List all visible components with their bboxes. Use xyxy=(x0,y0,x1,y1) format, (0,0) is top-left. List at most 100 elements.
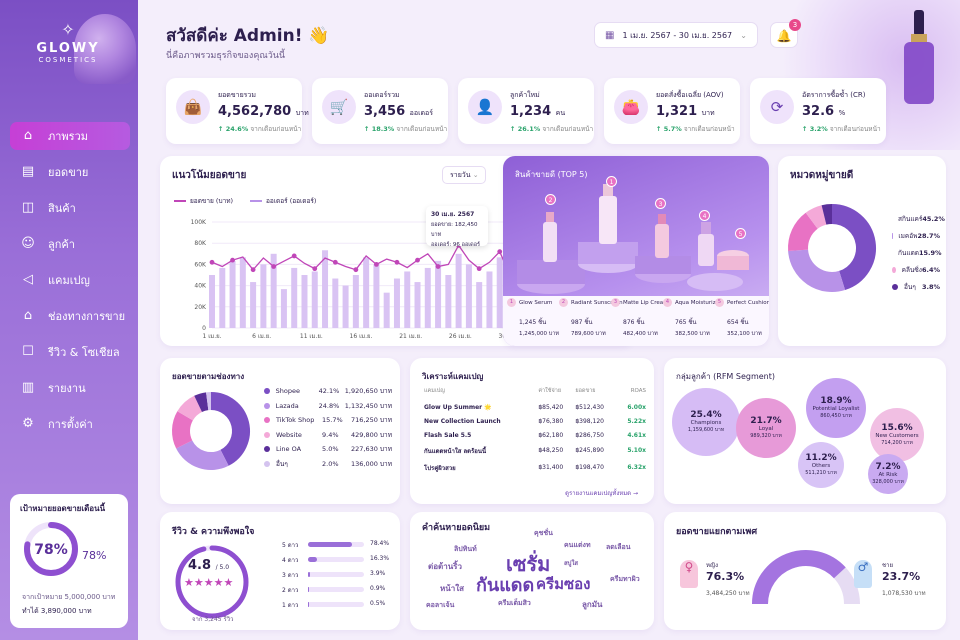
keyword[interactable]: คุชชั่น xyxy=(534,529,553,537)
kpi-value-number: 32.6 xyxy=(802,104,835,119)
rfm-bubble[interactable]: 21.7% Loyal 989,320 บาท xyxy=(736,398,796,458)
rating-row-pct: 0.9% xyxy=(370,585,386,592)
rfm-value: 989,320 บาท xyxy=(750,433,782,439)
gender-sales-card: ยอดขายแยกตามเพศ ♀ หญิง 76.3% 3,484,250 บ… xyxy=(664,512,946,630)
keyword[interactable]: ครีมซอง xyxy=(536,575,591,593)
rfm-pct: 18.9% xyxy=(820,396,852,406)
period-select[interactable]: รายวัน ⌄ xyxy=(442,166,486,184)
rfm-bubble[interactable]: 18.9% Potential Loyalist 860,450 บาท xyxy=(806,378,866,438)
sidebar-item-6[interactable]: ☐ รีวิว & โซเชียล xyxy=(10,338,130,366)
rfm-bubble[interactable]: 11.2% Others 511,210 บาท xyxy=(798,442,844,488)
rating-bar-track xyxy=(308,602,364,607)
kpi-label: ยอดขายรวม xyxy=(218,91,256,99)
keyword[interactable]: ต่อต้านริ้ว xyxy=(428,562,462,571)
kpi-change-value: 26.1% xyxy=(517,125,541,133)
keyword[interactable]: ลูกมัน xyxy=(582,600,603,609)
male-value: 1,078,530 บาท xyxy=(882,590,926,597)
rating-row-pct: 3.9% xyxy=(370,570,386,577)
home-icon: ⌂ xyxy=(23,128,33,143)
table-cell: Flash Sale 5.5 xyxy=(424,431,472,439)
sales-point xyxy=(435,264,441,269)
logo[interactable]: ✧ GLOWY COSMETICS xyxy=(18,20,118,64)
kpi-card-2: 👤 ลูกค้าใหม่ 1,234 คน ↑ 26.1% จากเดือนก่อนห… xyxy=(458,78,594,144)
product-item[interactable]: 3 Matte Lip Cream 876 ชิ้น 482,400 บาท xyxy=(611,298,669,344)
rating-row-label: 5 ดาว xyxy=(282,542,299,549)
campaign-report-link[interactable]: ดูรายงานแคมเปญทั้งหมด → xyxy=(565,490,638,497)
legend-dot xyxy=(264,402,270,409)
rfm-bubble[interactable]: 25.4% Champions 1,159,600 บาท xyxy=(672,388,740,456)
sidebar-item-label: ลูกค้า xyxy=(48,238,75,251)
keyword[interactable]: คนแต่งท xyxy=(564,541,591,549)
keyword[interactable]: ลดเลือน xyxy=(606,543,631,551)
date-range-text: 1 เม.ย. 2567 - 30 เม.ย. 2567 xyxy=(622,30,733,40)
product-sales: 382,500 บาท xyxy=(675,331,710,337)
cart-icon: 🛒 xyxy=(322,90,356,124)
sidebar-item-1[interactable]: ▤ ยอดขาย xyxy=(10,158,130,186)
keyword[interactable]: ลิปทินท์ xyxy=(454,545,477,553)
y-tick-label: 80K xyxy=(194,240,207,247)
table-row[interactable]: กันแดดหน้าใส ลดร้อนนี้ ฿48,250 ฿245,890 5.1… xyxy=(424,442,646,459)
sales-point xyxy=(374,262,379,267)
product-item[interactable]: 5 Perfect Cushion 654 ชิ้น 352,100 บาท xyxy=(715,298,769,344)
table-row[interactable]: New Collection Launch ฿76,380 ฿398,120 5.22… xyxy=(424,414,646,428)
sidebar-item-4[interactable]: ◁ แคมเปญ xyxy=(10,266,130,294)
donut-slice xyxy=(805,205,827,230)
greeting-title: สวัสดีค่ะ Admin! 👋 xyxy=(166,26,330,46)
up-arrow-icon: ↑ xyxy=(802,125,810,133)
keyword[interactable]: ครีมเต็มสิว xyxy=(498,599,531,607)
column-header: ยอดขาย xyxy=(575,388,596,394)
notification-button[interactable]: 🔔 3 xyxy=(770,19,801,48)
product-item[interactable]: 2 Radiant Sunscreen 987 ชิ้น 789,600 บาท xyxy=(559,298,623,344)
keyword[interactable]: เซรั่ม xyxy=(506,552,551,576)
keyword[interactable]: คอลาเจ้น xyxy=(426,601,455,609)
keywords-card: คำค้นหายอดนิยม เซรั่ม กันแดด ครีมซอง ลิปทิน… xyxy=(410,512,654,630)
orders-bar xyxy=(393,278,400,328)
rfm-value: 714,200 บาท xyxy=(881,440,913,446)
orders-bar xyxy=(373,264,380,328)
product-header: 1 Glow Serum xyxy=(507,298,559,307)
product-qty: 987 ชิ้น xyxy=(571,319,593,326)
sidebar-item-5[interactable]: ⌂ ช่องทางการขาย xyxy=(10,302,130,330)
table-row[interactable]: โปรคู่ผิวสวย ฿31,400 ฿198,470 6.32x xyxy=(424,459,646,476)
product-item[interactable]: 1 Glow Serum 1,245 ชิ้น 1,245,000 บาท xyxy=(507,298,559,344)
kpi-unit: บาท xyxy=(295,109,309,117)
sidebar-item-8[interactable]: ⚙ การตั้งค่า xyxy=(10,410,130,438)
category-legend-item: กันแดด 15.9% xyxy=(892,248,942,258)
kpi-label: ยอดสั่งซื้อเฉลี่ย (AOV) xyxy=(656,91,724,99)
sales-point xyxy=(497,249,503,255)
serum-bottle-image xyxy=(904,10,934,104)
rfm-bubble[interactable]: 15.6% New Customers 714,200 บาท xyxy=(870,408,924,462)
sidebar-item-0[interactable]: ⌂ ภาพรวม xyxy=(10,122,130,150)
orders-bar xyxy=(476,282,483,328)
sidebar-item-7[interactable]: ▥ รายงาน xyxy=(10,374,130,402)
rfm-bubble[interactable]: 7.2% At Risk 328,000 บาท xyxy=(868,454,908,494)
orders-bar xyxy=(270,253,277,328)
table-row[interactable]: Glow Up Summer 🌟 ฿85,420 ฿512,430 6.00x xyxy=(424,400,646,414)
category-name: สกินแคร์ xyxy=(898,215,923,223)
table-cell: ฿85,420 xyxy=(538,403,564,411)
date-range-picker[interactable]: ▦ 1 เม.ย. 2567 - 30 เม.ย. 2567 ⌄ xyxy=(594,22,758,48)
product-rank: 3 xyxy=(611,298,620,307)
sidebar-item-2[interactable]: ◫ สินค้า xyxy=(10,194,130,222)
tooltip-orders: ออเดอร์: 96 ออเดอร์ xyxy=(431,242,480,248)
category-legend-item: อื่นๆ 3.8% xyxy=(892,282,940,292)
sidebar-item-3[interactable]: ☺ ลูกค้า xyxy=(10,230,130,258)
donut-slice xyxy=(788,212,819,252)
kpi-card-1: 🛒 ออเดอร์รวม 3,456 ออเดอร์ ↑ 18.3% จากเดือน… xyxy=(312,78,448,144)
table-cell: ฿512,430 xyxy=(575,403,604,411)
channel-name: Shopee xyxy=(275,387,300,395)
female-icon: ♀ xyxy=(680,560,698,588)
sales-point xyxy=(332,259,338,265)
table-row[interactable]: Flash Sale 5.5 ฿62,180 ฿286,750 4.61x xyxy=(424,428,646,442)
period-value: รายวัน xyxy=(450,171,471,179)
keyword[interactable]: หน้าใส xyxy=(440,584,465,593)
table-cell: กันแดดหน้าใส ลดร้อนนี้ xyxy=(424,447,487,455)
keyword[interactable]: ครีมทาผิว xyxy=(610,575,640,583)
keyword[interactable]: สบู่ใส xyxy=(564,560,579,567)
category-pct: 3.8% xyxy=(921,283,940,291)
donut-slice xyxy=(210,392,250,466)
keyword[interactable]: กันแดด xyxy=(476,575,535,596)
product-item[interactable]: 4 Aqua Moisturizer 765 ชิ้น 382,500 บาท xyxy=(663,298,721,344)
orders-bar xyxy=(260,264,267,328)
